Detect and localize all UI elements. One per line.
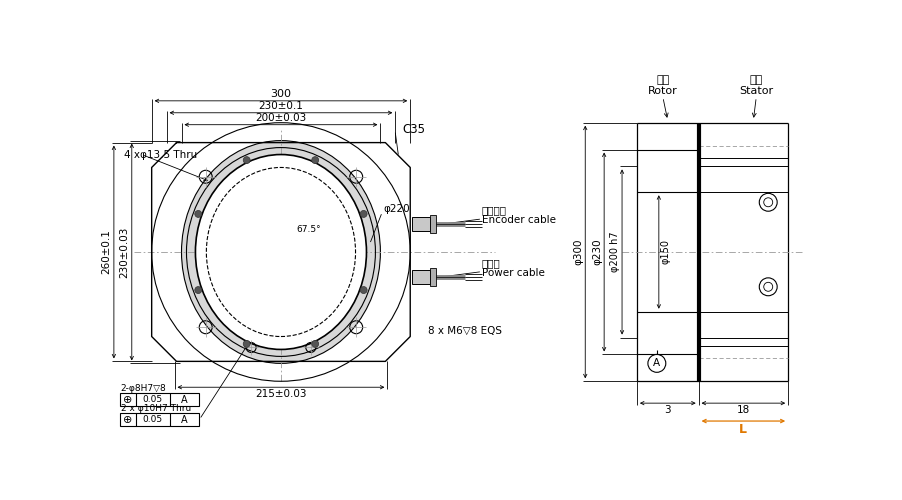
Text: ⊕: ⊕: [123, 414, 133, 424]
Circle shape: [360, 210, 367, 218]
Text: 编码器线: 编码器线: [482, 205, 507, 215]
Circle shape: [244, 156, 250, 164]
Text: ⊕: ⊕: [123, 394, 133, 404]
Text: Power cable: Power cable: [482, 268, 545, 278]
Text: 230±0.03: 230±0.03: [119, 226, 129, 278]
Ellipse shape: [207, 168, 355, 336]
Text: 215±0.03: 215±0.03: [255, 389, 307, 399]
Text: 定子: 定子: [750, 75, 763, 85]
Circle shape: [312, 340, 318, 347]
Text: 18: 18: [737, 405, 750, 415]
Text: 8 x M6▽8 EQS: 8 x M6▽8 EQS: [428, 326, 502, 336]
Text: 3: 3: [665, 405, 671, 415]
Text: 200±0.03: 200±0.03: [255, 112, 307, 122]
Circle shape: [195, 210, 202, 218]
Text: φ300: φ300: [574, 238, 584, 265]
Text: 2 x φ10H7 Thru: 2 x φ10H7 Thru: [121, 404, 191, 413]
Text: L: L: [740, 423, 748, 436]
Ellipse shape: [181, 140, 381, 364]
Circle shape: [195, 286, 202, 294]
Circle shape: [312, 156, 318, 164]
Text: φ150: φ150: [661, 240, 671, 264]
Text: 230±0.1: 230±0.1: [259, 101, 303, 111]
Text: φ200 h7: φ200 h7: [610, 232, 620, 272]
Text: Rotor: Rotor: [648, 86, 677, 96]
Text: 0.05: 0.05: [143, 395, 162, 404]
Text: 67.5°: 67.5°: [297, 225, 321, 234]
Bar: [430, 268, 436, 286]
Circle shape: [244, 340, 250, 347]
Text: A: A: [181, 414, 188, 424]
Text: 动力线: 动力线: [482, 258, 501, 268]
Text: 2-φ8H7▽8: 2-φ8H7▽8: [121, 384, 167, 393]
Bar: [412, 270, 430, 284]
Text: 4 xφ13.5 Thru: 4 xφ13.5 Thru: [124, 150, 197, 160]
Text: 0.05: 0.05: [143, 415, 162, 424]
Bar: [412, 217, 430, 231]
Circle shape: [360, 286, 367, 294]
Ellipse shape: [196, 154, 366, 350]
Text: C35: C35: [402, 122, 425, 136]
Text: 260±0.1: 260±0.1: [101, 230, 111, 274]
Bar: [120, 413, 199, 426]
Text: A: A: [653, 358, 660, 368]
Text: 转子: 转子: [656, 75, 669, 85]
Text: 300: 300: [271, 89, 291, 99]
Text: Stator: Stator: [740, 86, 773, 96]
Text: Encoder cable: Encoder cable: [482, 215, 556, 225]
Bar: [430, 215, 436, 233]
Text: A: A: [181, 394, 188, 404]
Text: φ230: φ230: [592, 238, 603, 266]
Bar: [120, 393, 199, 406]
Text: φ220: φ220: [383, 204, 410, 214]
